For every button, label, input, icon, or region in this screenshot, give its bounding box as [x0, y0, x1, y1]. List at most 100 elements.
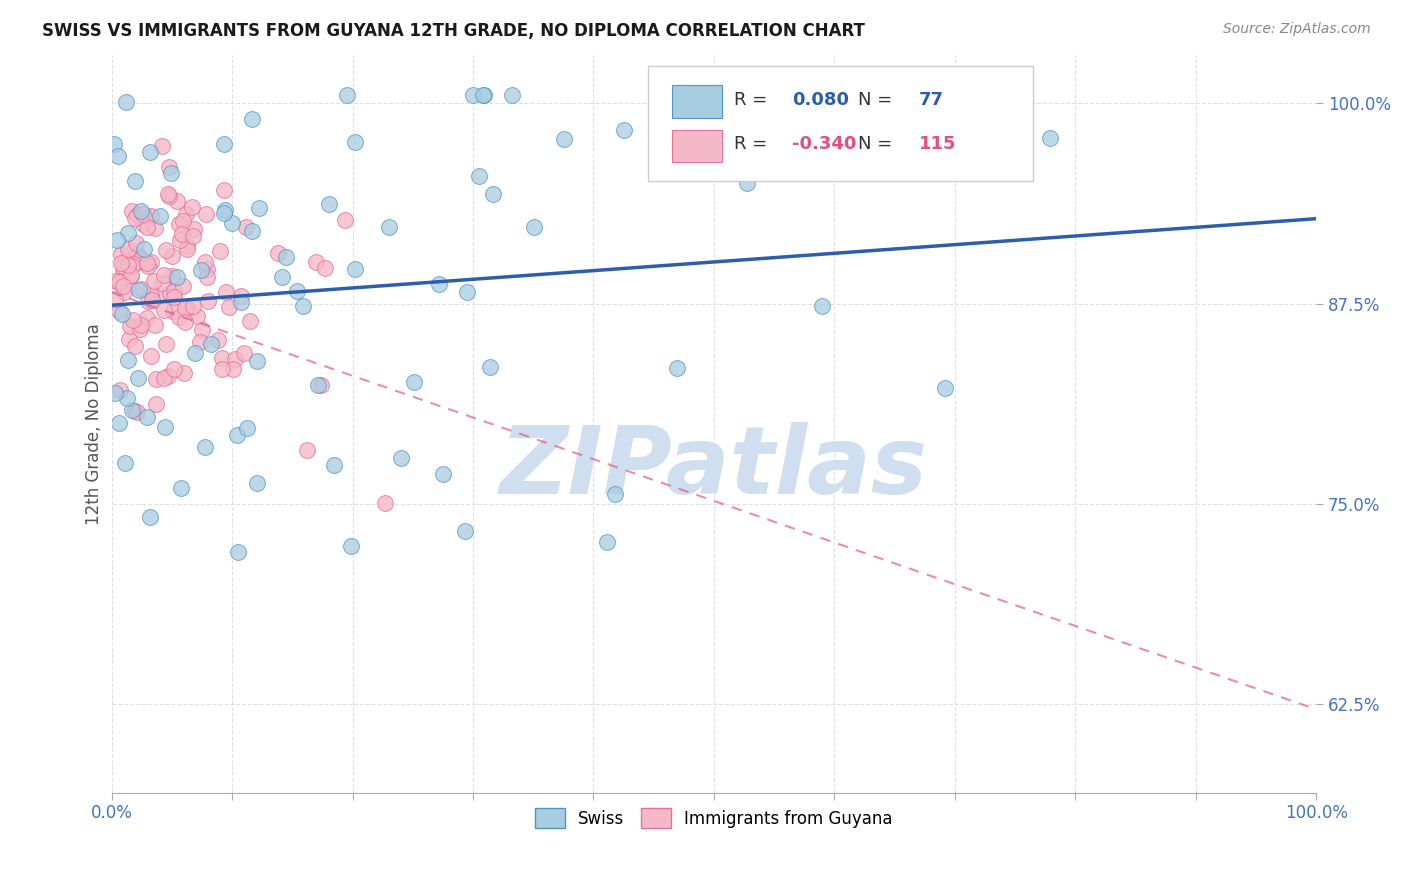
Point: [246, 353, 269, 368]
Point: [172, 278, 194, 293]
Point: [934, 382, 956, 396]
Text: SWISS VS IMMIGRANTS FROM GUYANA 12TH GRADE, NO DIPLOMA CORRELATION CHART: SWISS VS IMMIGRANTS FROM GUYANA 12TH GRA…: [42, 22, 865, 40]
Point: [482, 186, 505, 201]
Point: [160, 249, 183, 263]
Point: [143, 274, 166, 288]
Legend: Swiss, Immigrants from Guyana: Swiss, Immigrants from Guyana: [526, 800, 901, 836]
Point: [222, 362, 245, 376]
Point: [333, 213, 356, 227]
Point: [105, 233, 128, 247]
Point: [188, 334, 211, 349]
Point: [174, 207, 197, 221]
Point: [135, 256, 157, 270]
Point: [211, 351, 233, 365]
Point: [184, 345, 207, 359]
Point: [122, 313, 145, 327]
Point: [218, 301, 240, 315]
Point: [235, 421, 257, 435]
Text: 77: 77: [918, 91, 943, 109]
Point: [176, 242, 198, 256]
Point: [194, 440, 217, 454]
Point: [157, 160, 180, 174]
Point: [429, 277, 451, 292]
Point: [183, 299, 205, 313]
Point: [207, 333, 229, 347]
Point: [226, 545, 249, 559]
Point: [224, 351, 246, 366]
Y-axis label: 12th Grade, No Diploma: 12th Grade, No Diploma: [86, 323, 103, 524]
Point: [127, 247, 149, 261]
Point: [155, 243, 177, 257]
Point: [107, 149, 129, 163]
Point: [233, 346, 256, 360]
Point: [160, 166, 183, 180]
Point: [1039, 130, 1062, 145]
Point: [131, 282, 153, 296]
Point: [318, 197, 340, 211]
Point: [114, 456, 136, 470]
Text: R =: R =: [734, 136, 773, 153]
Point: [221, 215, 243, 229]
Point: [117, 259, 139, 273]
Point: [240, 112, 263, 126]
FancyBboxPatch shape: [672, 129, 723, 162]
Text: N =: N =: [859, 91, 898, 109]
Point: [110, 256, 132, 270]
Point: [103, 137, 125, 152]
Point: [176, 239, 198, 253]
Point: [152, 276, 174, 290]
Point: [344, 135, 367, 149]
Point: [553, 132, 575, 146]
Point: [523, 220, 546, 235]
Point: [215, 285, 238, 299]
Point: [271, 269, 294, 284]
Point: [167, 217, 190, 231]
Point: [125, 249, 148, 263]
Point: [167, 310, 190, 324]
Point: [132, 242, 155, 256]
Point: [163, 284, 186, 298]
Point: [212, 183, 235, 197]
Point: [295, 443, 318, 458]
Point: [340, 540, 363, 554]
Point: [139, 210, 162, 224]
Point: [145, 396, 167, 410]
Point: [160, 269, 183, 284]
Point: [463, 88, 485, 103]
Point: [305, 254, 328, 268]
Point: [112, 285, 135, 299]
Point: [389, 451, 412, 466]
Point: [157, 368, 180, 383]
Point: [117, 352, 139, 367]
Point: [121, 203, 143, 218]
Point: [149, 209, 172, 223]
Point: [131, 252, 153, 267]
Point: [186, 309, 208, 323]
Point: [110, 246, 132, 260]
Text: Source: ZipAtlas.com: Source: ZipAtlas.com: [1223, 22, 1371, 37]
Point: [128, 283, 150, 297]
Point: [501, 88, 523, 103]
Point: [596, 534, 619, 549]
Point: [343, 261, 366, 276]
Point: [181, 229, 204, 244]
Text: ZIPatlas: ZIPatlas: [501, 422, 928, 514]
Point: [603, 486, 626, 500]
Point: [135, 310, 157, 325]
Point: [208, 244, 231, 259]
Point: [274, 251, 297, 265]
Point: [131, 204, 153, 219]
Point: [141, 293, 163, 307]
Point: [108, 417, 131, 431]
Point: [173, 315, 195, 329]
Point: [323, 458, 346, 473]
Point: [214, 203, 236, 218]
Text: R =: R =: [734, 91, 773, 109]
Point: [118, 332, 141, 346]
Point: [145, 371, 167, 385]
Point: [132, 206, 155, 220]
FancyBboxPatch shape: [672, 86, 723, 118]
Point: [195, 269, 218, 284]
Point: [212, 206, 235, 220]
Point: [127, 371, 149, 385]
